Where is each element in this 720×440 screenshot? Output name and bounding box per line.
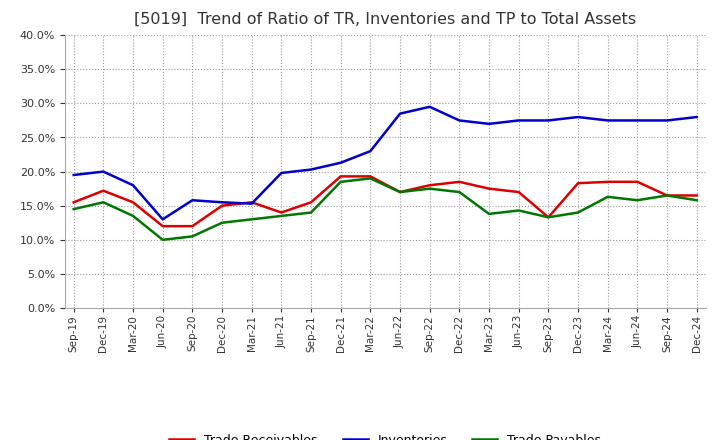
Inventories bbox=[396, 111, 405, 116]
Line: Trade Receivables: Trade Receivables bbox=[73, 176, 697, 226]
Trade Payables bbox=[662, 193, 671, 198]
Inventories bbox=[662, 118, 671, 123]
Inventories bbox=[217, 200, 226, 205]
Inventories bbox=[307, 167, 315, 172]
Trade Payables bbox=[277, 213, 286, 219]
Trade Payables bbox=[603, 194, 612, 199]
Trade Receivables bbox=[485, 186, 493, 191]
Line: Trade Payables: Trade Payables bbox=[73, 179, 697, 240]
Inventories bbox=[514, 118, 523, 123]
Trade Receivables bbox=[396, 189, 405, 194]
Trade Receivables bbox=[188, 224, 197, 229]
Trade Receivables bbox=[455, 179, 464, 184]
Trade Receivables bbox=[129, 200, 138, 205]
Inventories bbox=[426, 104, 434, 110]
Inventories bbox=[99, 169, 108, 174]
Trade Payables bbox=[158, 237, 167, 242]
Trade Receivables bbox=[366, 174, 374, 179]
Inventories bbox=[248, 201, 256, 206]
Inventories bbox=[366, 149, 374, 154]
Inventories bbox=[69, 172, 78, 178]
Inventories bbox=[603, 118, 612, 123]
Trade Receivables bbox=[662, 193, 671, 198]
Trade Payables bbox=[633, 198, 642, 203]
Trade Payables bbox=[336, 179, 345, 184]
Inventories bbox=[633, 118, 642, 123]
Trade Payables bbox=[366, 176, 374, 181]
Inventories bbox=[693, 114, 701, 120]
Legend: Trade Receivables, Inventories, Trade Payables: Trade Receivables, Inventories, Trade Pa… bbox=[164, 429, 606, 440]
Inventories bbox=[544, 118, 553, 123]
Inventories bbox=[485, 121, 493, 127]
Trade Payables bbox=[514, 208, 523, 213]
Trade Payables bbox=[455, 189, 464, 194]
Trade Payables bbox=[307, 210, 315, 215]
Trade Payables bbox=[485, 211, 493, 216]
Trade Receivables bbox=[69, 200, 78, 205]
Trade Payables bbox=[693, 198, 701, 203]
Trade Receivables bbox=[99, 188, 108, 193]
Inventories bbox=[455, 118, 464, 123]
Trade Receivables bbox=[336, 174, 345, 179]
Trade Payables bbox=[69, 206, 78, 212]
Trade Receivables bbox=[514, 189, 523, 194]
Trade Payables bbox=[188, 234, 197, 239]
Trade Receivables bbox=[277, 210, 286, 215]
Trade Receivables bbox=[633, 179, 642, 184]
Inventories bbox=[277, 170, 286, 176]
Trade Receivables bbox=[603, 179, 612, 184]
Inventories bbox=[188, 198, 197, 203]
Inventories bbox=[129, 183, 138, 188]
Trade Receivables bbox=[248, 200, 256, 205]
Trade Payables bbox=[574, 210, 582, 215]
Trade Payables bbox=[129, 213, 138, 219]
Trade Receivables bbox=[426, 183, 434, 188]
Trade Payables bbox=[396, 189, 405, 194]
Trade Payables bbox=[544, 215, 553, 220]
Trade Receivables bbox=[544, 215, 553, 220]
Trade Receivables bbox=[307, 200, 315, 205]
Trade Payables bbox=[248, 216, 256, 222]
Trade Receivables bbox=[158, 224, 167, 229]
Inventories bbox=[158, 216, 167, 222]
Inventories bbox=[336, 160, 345, 165]
Trade Payables bbox=[99, 200, 108, 205]
Trade Receivables bbox=[693, 193, 701, 198]
Trade Receivables bbox=[217, 203, 226, 209]
Title: [5019]  Trend of Ratio of TR, Inventories and TP to Total Assets: [5019] Trend of Ratio of TR, Inventories… bbox=[134, 12, 636, 27]
Trade Payables bbox=[426, 186, 434, 191]
Inventories bbox=[574, 114, 582, 120]
Trade Payables bbox=[217, 220, 226, 225]
Line: Inventories: Inventories bbox=[73, 107, 697, 219]
Trade Receivables bbox=[574, 180, 582, 186]
